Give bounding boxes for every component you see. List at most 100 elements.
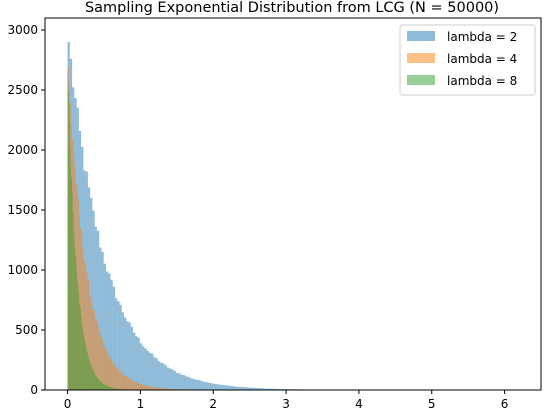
bar [243, 387, 246, 390]
bar [101, 381, 102, 390]
bar [89, 361, 91, 390]
bar [85, 343, 86, 390]
bar [171, 388, 173, 390]
bar [108, 386, 110, 390]
bar [160, 362, 163, 390]
bar [119, 388, 120, 390]
y-tick-label: 1500 [7, 203, 38, 217]
bar [137, 337, 140, 390]
x-tick-label: 4 [355, 397, 363, 411]
bar [90, 363, 91, 390]
bar [107, 385, 108, 390]
x-tick-label: 0 [64, 397, 72, 411]
bar [128, 322, 131, 390]
bar [118, 369, 120, 390]
bar [270, 388, 274, 390]
bar [180, 374, 183, 390]
bar [189, 378, 192, 390]
bar [94, 318, 96, 390]
bar [93, 309, 95, 390]
bar [86, 273, 88, 390]
bar [114, 388, 115, 390]
bar [145, 385, 147, 390]
bar [91, 303, 93, 390]
bar [73, 233, 75, 390]
bar [72, 193, 73, 390]
bar [214, 383, 217, 390]
bar [116, 388, 118, 390]
bar [95, 375, 96, 390]
bar [165, 388, 167, 390]
bar [157, 387, 160, 390]
bar [126, 376, 128, 390]
bar [282, 388, 285, 390]
bar [191, 378, 195, 390]
bar [95, 375, 97, 390]
bar [102, 382, 103, 390]
bar [209, 382, 213, 390]
bar [68, 91, 69, 391]
legend-swatch-lambda-8 [407, 75, 435, 85]
bar [98, 327, 100, 390]
bar [277, 388, 280, 390]
bar [275, 388, 278, 390]
bar [124, 317, 127, 390]
bar [77, 285, 79, 390]
bar [105, 271, 109, 390]
bar [90, 197, 93, 390]
bar [196, 379, 199, 390]
bar [116, 366, 118, 390]
bar [133, 332, 136, 390]
bar [103, 384, 105, 390]
bar [227, 385, 231, 390]
bar [70, 176, 72, 390]
bar [103, 263, 106, 390]
bar [172, 388, 174, 390]
bar [125, 375, 127, 390]
bar [80, 307, 81, 390]
bar [241, 387, 244, 390]
bar [127, 378, 129, 390]
bar [146, 385, 148, 390]
bar [139, 343, 143, 390]
bar [203, 381, 206, 390]
bar [72, 211, 74, 390]
bar [232, 386, 235, 390]
bar [138, 383, 140, 390]
bar [166, 388, 169, 390]
bar [87, 280, 90, 390]
bar [156, 387, 158, 390]
bar [84, 263, 86, 390]
bar [79, 304, 81, 390]
bar [175, 372, 179, 390]
bar [148, 352, 152, 390]
bar [135, 336, 138, 390]
bar [100, 336, 102, 390]
bar [106, 385, 108, 390]
bar [98, 378, 99, 390]
bar [129, 379, 131, 390]
bar [184, 376, 188, 390]
bar [119, 388, 121, 390]
bar [82, 327, 83, 390]
x-tick-label: 6 [501, 397, 509, 411]
bars-layer [67, 42, 386, 391]
bar [73, 213, 74, 390]
series-lambda-8 [67, 73, 146, 391]
bar [101, 339, 103, 390]
bar [164, 388, 166, 390]
bar [83, 334, 85, 390]
bar [95, 318, 97, 390]
y-tick-label: 2000 [7, 143, 38, 157]
bar [109, 386, 110, 390]
bar [92, 367, 93, 390]
bar [109, 358, 111, 390]
bar [266, 388, 269, 390]
bar [119, 371, 121, 390]
bar [92, 370, 94, 390]
bar [100, 381, 102, 390]
x-tick-label: 1 [137, 397, 145, 411]
bar [148, 386, 150, 390]
bar [69, 120, 70, 390]
